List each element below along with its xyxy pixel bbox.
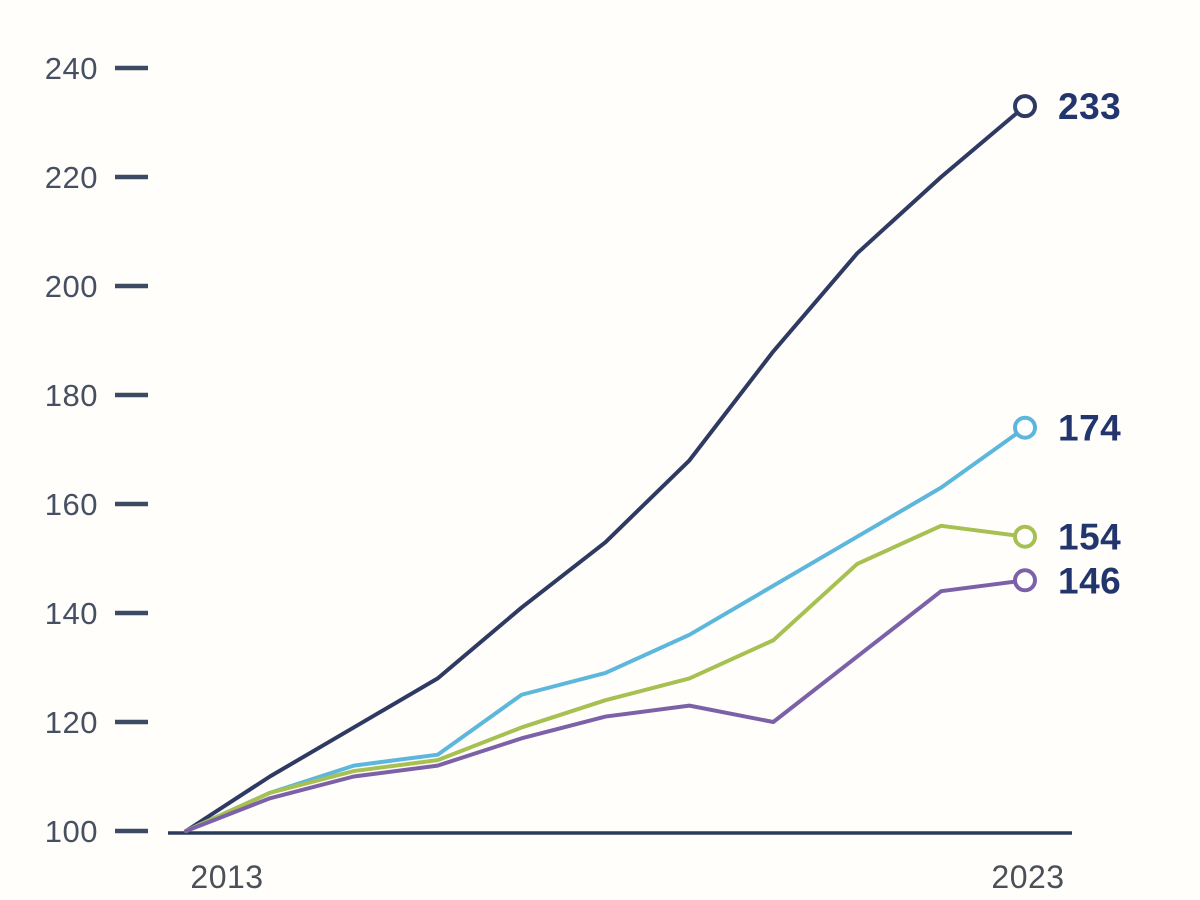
series-navy-end-marker (1013, 94, 1037, 119)
y-axis-tick-label: 140 (45, 596, 98, 631)
x-axis-label-last: 2023 (991, 859, 1064, 895)
y-axis-tick-label: 100 (45, 814, 98, 849)
x-axis-label-first: 2013 (190, 859, 263, 895)
series-purple-end-marker (1013, 568, 1037, 593)
series-yellow-green-end-marker (1013, 524, 1037, 549)
series-yellow-green-line (184, 523, 1027, 833)
y-axis-tick-label: 220 (45, 160, 98, 195)
series-purple-end-label: 146 (1058, 560, 1121, 601)
series-yellow-green-end-label: 154 (1058, 517, 1121, 558)
series-light-blue-end-marker (1013, 415, 1037, 440)
series-light-blue-end-label: 174 (1058, 408, 1121, 449)
y-axis-tick-label: 240 (45, 51, 98, 86)
y-axis-tick-label: 120 (45, 705, 98, 740)
series-light-blue-line (184, 425, 1027, 833)
series-purple-line (184, 578, 1027, 833)
y-axis-tick-label: 160 (45, 487, 98, 522)
series-navy-end-label: 233 (1058, 86, 1121, 127)
series-navy-line (184, 104, 1027, 833)
y-axis-tick-label: 200 (45, 269, 98, 304)
y-axis-tick-label: 180 (45, 378, 98, 413)
